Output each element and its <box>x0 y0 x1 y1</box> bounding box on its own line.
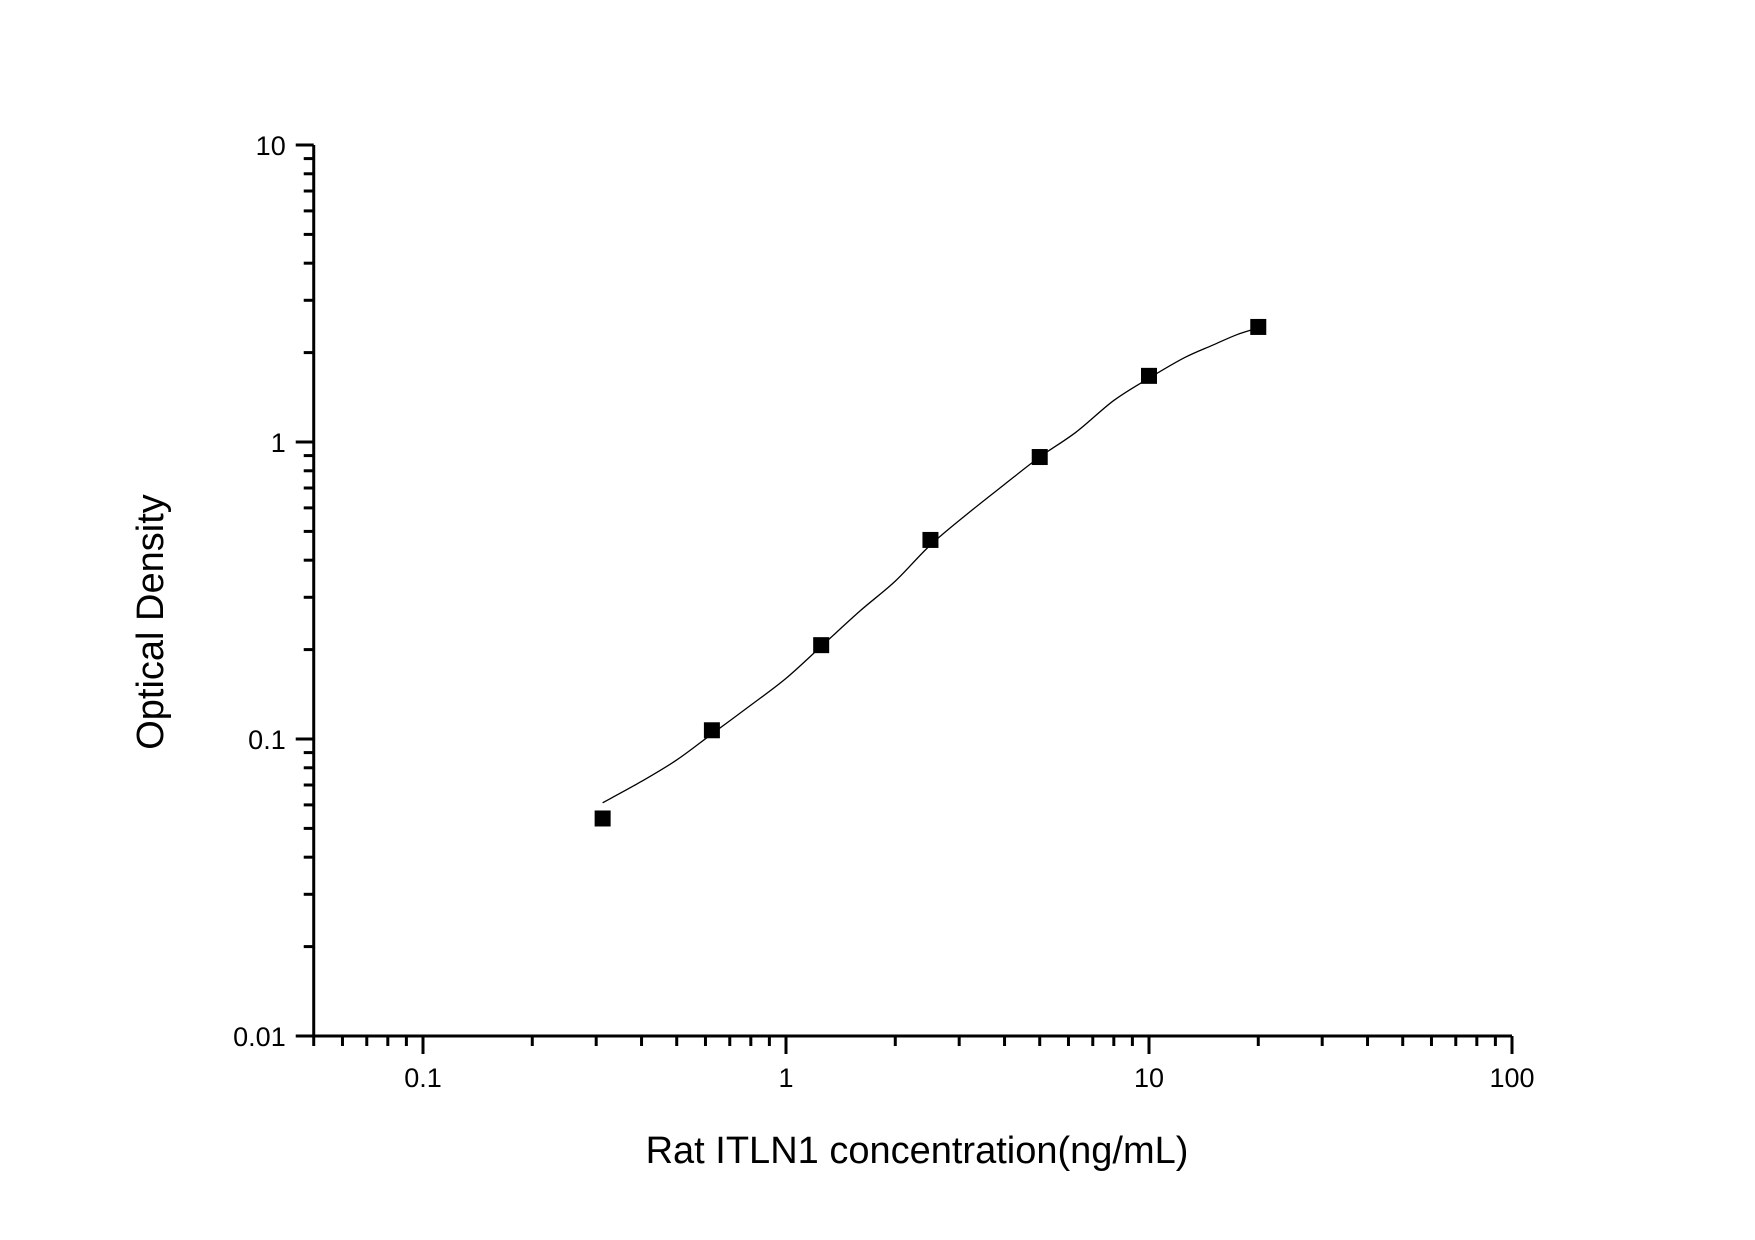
data-point-marker <box>594 810 611 827</box>
data-point-marker <box>922 531 939 548</box>
data-point-marker <box>1031 449 1048 466</box>
fitted-curve <box>602 327 1259 804</box>
y-tick-label: 0.1 <box>248 725 286 755</box>
axes <box>295 143 1514 1054</box>
x-tick-label: 0.1 <box>404 1063 442 1093</box>
x-tick-label: 10 <box>1134 1063 1164 1093</box>
y-tick-label: 1 <box>271 428 286 458</box>
x-tick-label: 1 <box>778 1063 793 1093</box>
y-tick-label: 10 <box>256 131 286 161</box>
y-tick-label: 0.01 <box>233 1022 286 1052</box>
data-point-marker <box>813 637 830 654</box>
fit-line <box>602 327 1259 804</box>
x-axis-title: Rat ITLN1 concentration(ng/mL) <box>646 1130 1189 1172</box>
data-point-marker <box>1141 367 1157 384</box>
tick-labels: 0.1 1 10 100 0.01 0.1 1 10 <box>233 131 1534 1093</box>
data-point-marker <box>1250 318 1267 335</box>
x-tick-label: 100 <box>1489 1063 1534 1093</box>
data-points <box>594 318 1267 827</box>
data-point-marker <box>703 722 720 739</box>
y-axis-title: Optical Density <box>130 494 172 750</box>
